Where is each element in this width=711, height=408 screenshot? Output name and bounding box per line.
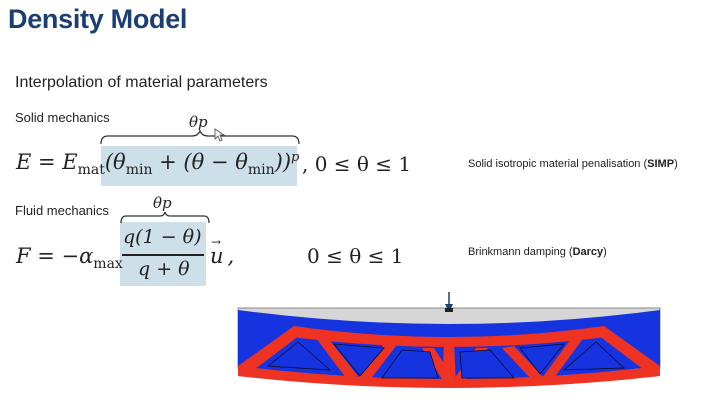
solid-brace-label: θp bbox=[189, 113, 208, 131]
fraction-bar bbox=[122, 254, 204, 256]
fluid-equation-lhs: F = −αmax bbox=[16, 244, 123, 273]
solid-mechanics-label: Solid mechanics bbox=[15, 110, 110, 125]
simp-note: Solid isotropic material penalisation (S… bbox=[468, 158, 678, 170]
solid-equation: E = Emat(θmin + (θ − θmin))p bbox=[16, 150, 300, 179]
fluid-overbrace bbox=[120, 211, 210, 224]
fluid-mechanics-label: Fluid mechanics bbox=[15, 203, 109, 218]
slide-title: Density Model bbox=[8, 4, 188, 34]
solid-highlight bbox=[101, 146, 297, 186]
subtitle: Interpolation of material parameters bbox=[15, 74, 268, 91]
darcy-note: Brinkmann damping (Darcy) bbox=[468, 246, 607, 258]
fluid-range: 0 ≤ θ ≤ 1 bbox=[307, 244, 404, 268]
topology-beam-figure bbox=[237, 292, 661, 388]
load-point bbox=[445, 308, 453, 312]
mouse-cursor-icon bbox=[214, 128, 226, 142]
fluid-denominator: q + θ bbox=[138, 258, 190, 280]
fluid-numerator: q(1 − θ) bbox=[123, 226, 202, 248]
void-triangles bbox=[266, 341, 625, 379]
solid-material bbox=[238, 326, 660, 388]
solid-range: , 0 ≤ θ ≤ 1 bbox=[302, 152, 412, 176]
fluid-brace-label: θp bbox=[153, 194, 172, 212]
solid-overbrace bbox=[100, 130, 300, 145]
fluid-velocity: u →, bbox=[210, 235, 235, 268]
